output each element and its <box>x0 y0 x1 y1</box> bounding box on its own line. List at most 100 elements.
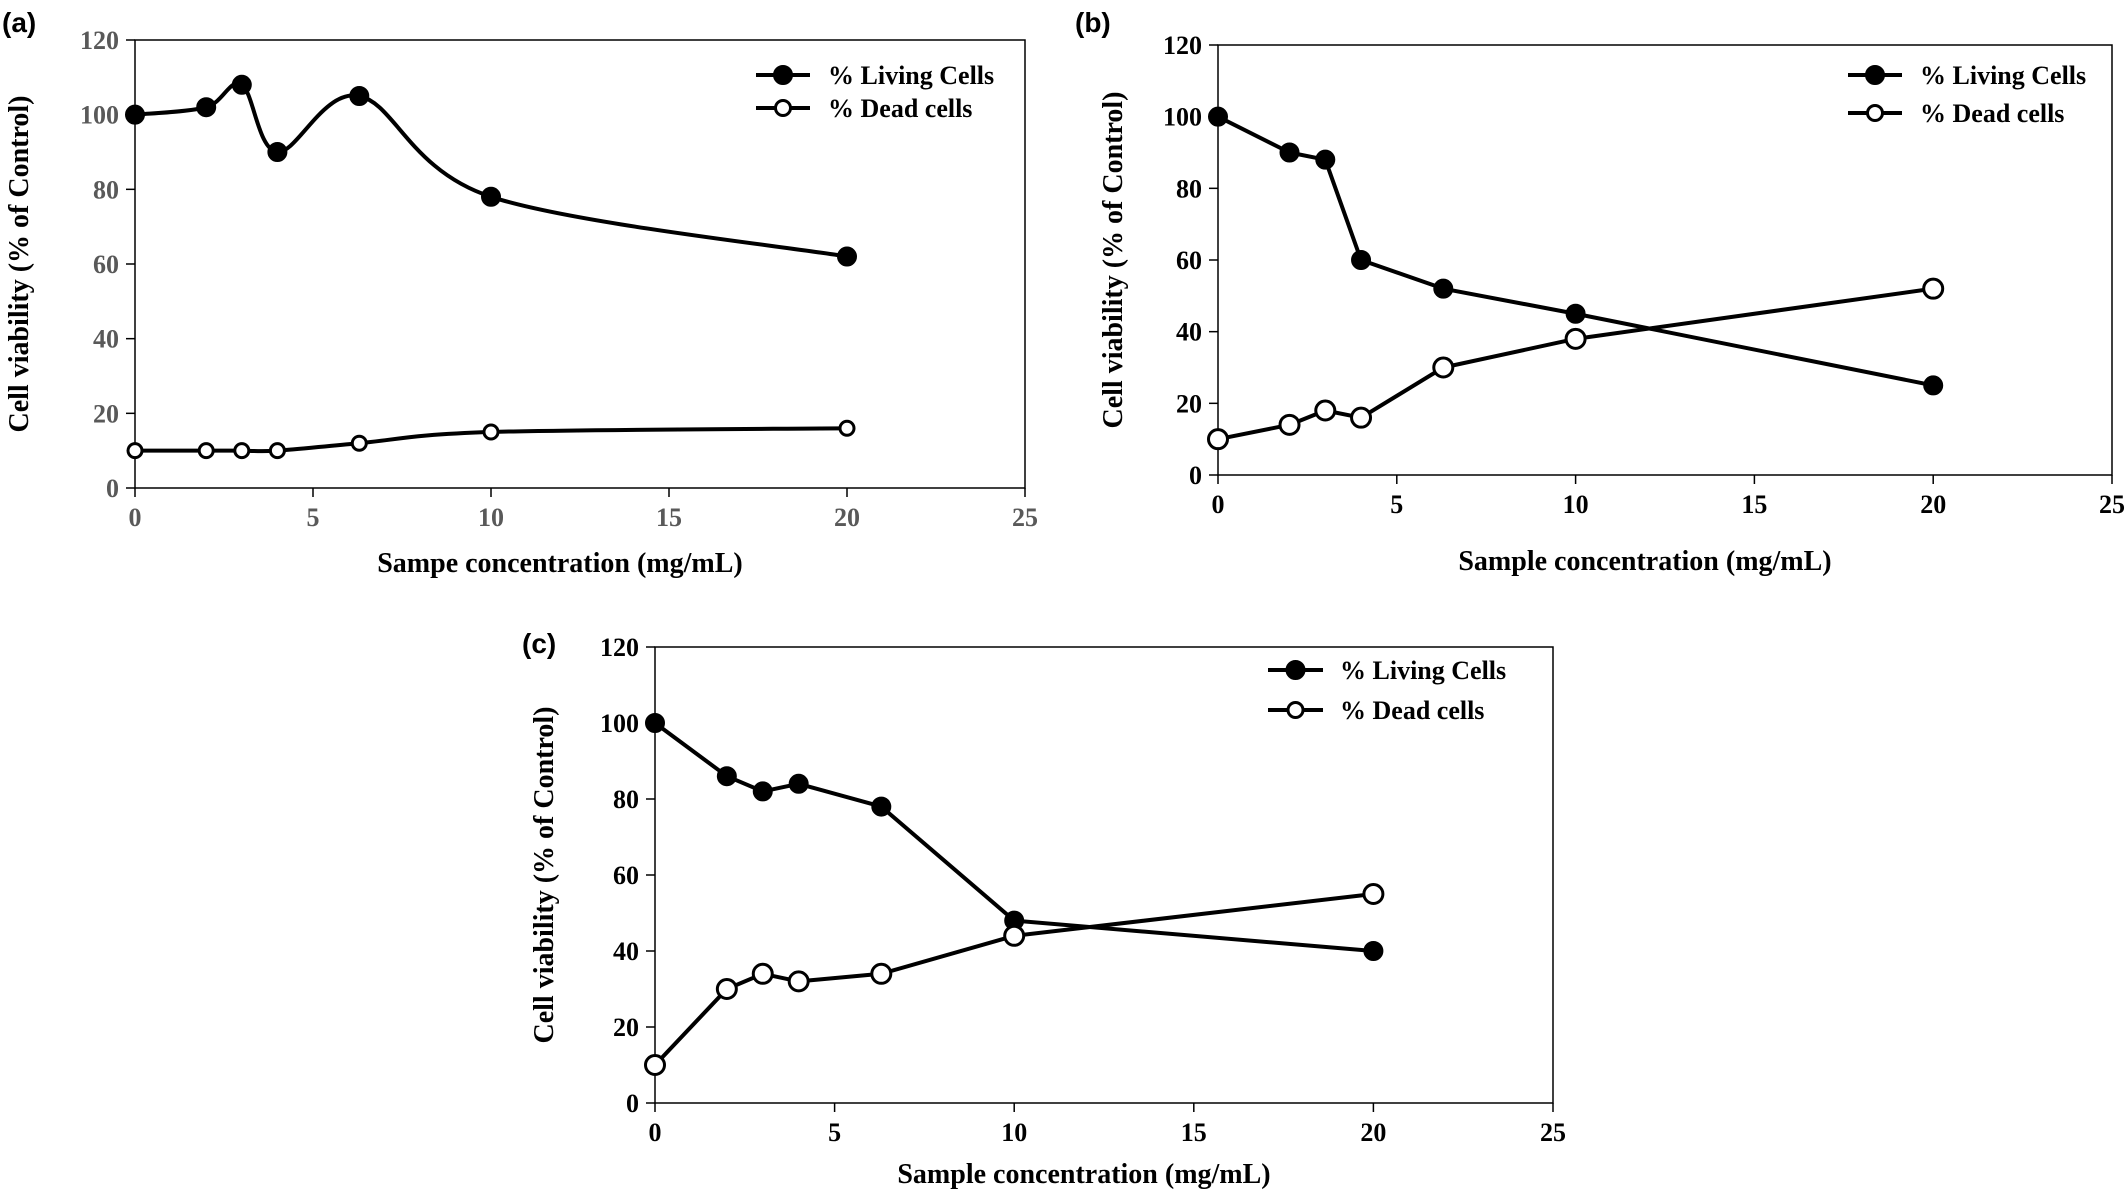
legend-marker <box>1866 104 1884 122</box>
y-axis-title: Cell viability (% of Control) <box>529 706 560 1043</box>
data-point-filled <box>1565 303 1586 324</box>
data-point-filled <box>125 104 145 125</box>
x-tick-label: 15 <box>1741 490 1767 519</box>
chart-panel-c: (c) 0 20 40 60 80 100 120 0 5 10 15 20 25 Sample conce… <box>522 628 1566 1190</box>
y-tick-label: 0 <box>626 1089 639 1118</box>
data-point-filled <box>481 186 501 207</box>
x-axis-title: Sampe concentration (mg/mL) <box>377 548 743 579</box>
y-tick-label: 0 <box>106 474 119 503</box>
series-dead-cells <box>644 883 1385 1076</box>
y-tick-label: 20 <box>1176 389 1202 418</box>
panel-label: (b) <box>1075 7 1111 38</box>
series-dead-cells <box>1207 277 1945 451</box>
x-tick-label: 0 <box>649 1118 662 1147</box>
y-tick-label: 60 <box>93 250 119 279</box>
x-axis-title: Sample concentration (mg/mL) <box>1458 546 1831 577</box>
series-line <box>134 81 848 259</box>
data-point-filled <box>1433 278 1454 299</box>
y-tick-label: 120 <box>600 633 639 662</box>
data-point-filled <box>645 713 665 733</box>
legend-marker <box>774 99 792 117</box>
data-point-filled <box>1315 149 1336 170</box>
y-tick-label: 60 <box>613 861 639 890</box>
y-tick-label: 100 <box>80 101 119 130</box>
y-tick-label: 20 <box>93 399 119 428</box>
legend-marker <box>1285 660 1306 680</box>
x-tick-label: 0 <box>1212 490 1225 519</box>
legend-entry: % Dead cells <box>1268 696 1484 725</box>
data-point-open <box>482 423 500 441</box>
data-point-open <box>350 434 368 452</box>
data-point-open <box>126 442 144 460</box>
data-point-open <box>1314 399 1337 422</box>
y-tick-label: 80 <box>93 175 119 204</box>
y-tick-label: 40 <box>1176 318 1202 347</box>
y-tick-label: 100 <box>1163 103 1202 132</box>
data-point-open <box>787 970 810 993</box>
x-axis-title: Sample concentration (mg/mL) <box>897 1159 1270 1190</box>
x-tick-label: 10 <box>1563 490 1589 519</box>
data-point-filled <box>267 142 288 162</box>
series-living-cells <box>645 713 1384 961</box>
data-point-filled <box>788 773 809 794</box>
data-point-filled <box>231 74 252 95</box>
data-point-open <box>751 962 774 985</box>
x-tick-label: 15 <box>656 503 682 532</box>
data-point-filled <box>752 781 773 802</box>
data-point-open <box>1432 356 1455 379</box>
data-point-open <box>1564 327 1587 350</box>
data-point-open <box>197 442 215 460</box>
x-tick-label: 5 <box>307 503 320 532</box>
x-tick-label: 0 <box>129 503 142 532</box>
series-living-cells <box>125 74 857 267</box>
y-tick-label: 80 <box>613 785 639 814</box>
x-tick-label: 25 <box>2099 490 2125 519</box>
data-point-filled <box>1363 941 1384 961</box>
legend-entry: % Dead cells <box>1848 99 2064 128</box>
y-tick-label: 40 <box>93 325 119 354</box>
y-tick-label: 60 <box>1176 246 1202 275</box>
x-tick-label: 10 <box>1001 1118 1027 1147</box>
x-tick-label: 20 <box>834 503 860 532</box>
data-point-open <box>644 1054 666 1076</box>
data-point-open <box>1003 924 1026 947</box>
y-tick-label: 20 <box>613 1013 639 1042</box>
legend-label: % Living Cells <box>1920 61 2086 90</box>
data-point-open <box>233 442 251 460</box>
series-dead-cells <box>126 419 856 460</box>
data-point-open <box>1207 428 1229 451</box>
legend-marker <box>773 65 793 85</box>
data-point-filled <box>1351 250 1372 270</box>
legend-label: % Dead cells <box>1340 696 1484 725</box>
x-tick-label: 10 <box>478 503 504 532</box>
data-point-filled <box>349 86 370 106</box>
y-axis-title: Cell viability (% of Control) <box>1098 91 1129 428</box>
data-point-open <box>1278 413 1301 436</box>
y-axis-title: Cell viability (% of Control) <box>4 95 35 432</box>
y-tick-label: 100 <box>600 709 639 738</box>
x-tick-label: 20 <box>1920 490 1946 519</box>
x-tick-label: 15 <box>1181 1118 1207 1147</box>
y-tick-label: 80 <box>1176 174 1202 203</box>
data-point-open <box>268 442 286 460</box>
series-living-cells <box>1208 106 1944 396</box>
panel-label: (c) <box>522 628 556 659</box>
x-tick-label: 25 <box>1012 503 1038 532</box>
panel-label: (a) <box>2 7 36 38</box>
data-point-filled <box>716 766 737 787</box>
data-point-open <box>1922 277 1945 300</box>
legend-entry: % Living Cells <box>756 61 994 90</box>
data-point-open <box>1350 406 1373 429</box>
y-tick-label: 120 <box>80 26 119 55</box>
legend-label: % Living Cells <box>828 61 994 90</box>
x-tick-label: 20 <box>1360 1118 1386 1147</box>
legend-entry: % Living Cells <box>1848 61 2086 90</box>
y-tick-label: 120 <box>1163 31 1202 60</box>
legend-label: % Dead cells <box>1920 99 2064 128</box>
data-point-filled <box>1279 142 1300 163</box>
chart-panel-a: (a) 0 20 40 60 80 100 120 0 5 10 15 20 25 Sampe concen… <box>2 7 1038 579</box>
data-point-filled <box>196 97 217 118</box>
legend-label: % Living Cells <box>1340 656 1506 685</box>
data-point-open <box>1362 883 1385 905</box>
